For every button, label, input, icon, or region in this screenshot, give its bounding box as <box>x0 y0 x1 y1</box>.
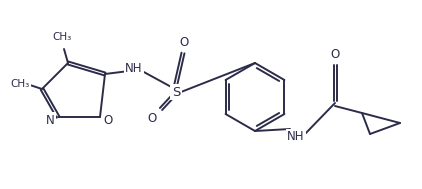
Text: O: O <box>147 112 157 125</box>
Text: NH: NH <box>125 61 143 74</box>
Text: NH: NH <box>287 130 305 143</box>
Text: O: O <box>179 36 189 50</box>
Text: S: S <box>172 85 180 98</box>
Text: O: O <box>103 114 113 126</box>
Text: O: O <box>330 47 340 60</box>
Text: N: N <box>46 114 54 126</box>
Text: CH₃: CH₃ <box>11 79 30 89</box>
Text: CH₃: CH₃ <box>52 32 72 42</box>
